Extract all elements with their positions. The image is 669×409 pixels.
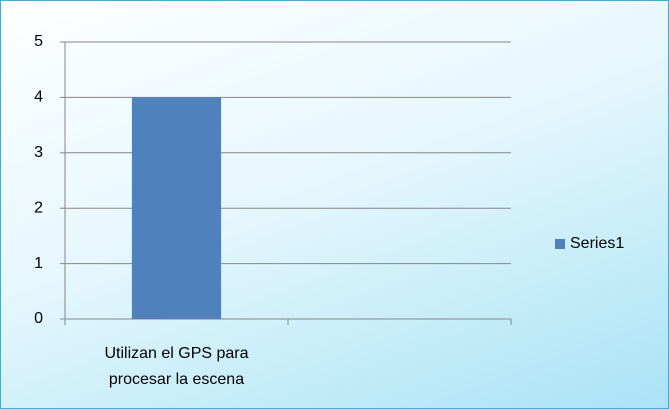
- legend-swatch: [555, 239, 565, 249]
- bar: [131, 97, 222, 320]
- y-tick-label: 5: [34, 33, 43, 50]
- y-tick-label: 2: [34, 199, 43, 216]
- y-tick-label: 1: [34, 255, 43, 272]
- y-tick-label: 3: [34, 144, 43, 161]
- legend-label: Series1: [570, 235, 624, 252]
- y-tick-label: 4: [34, 89, 43, 106]
- y-tick-label: 0: [34, 310, 43, 327]
- x-tick-label: Utilizan el GPS para procesar la escena: [104, 345, 249, 388]
